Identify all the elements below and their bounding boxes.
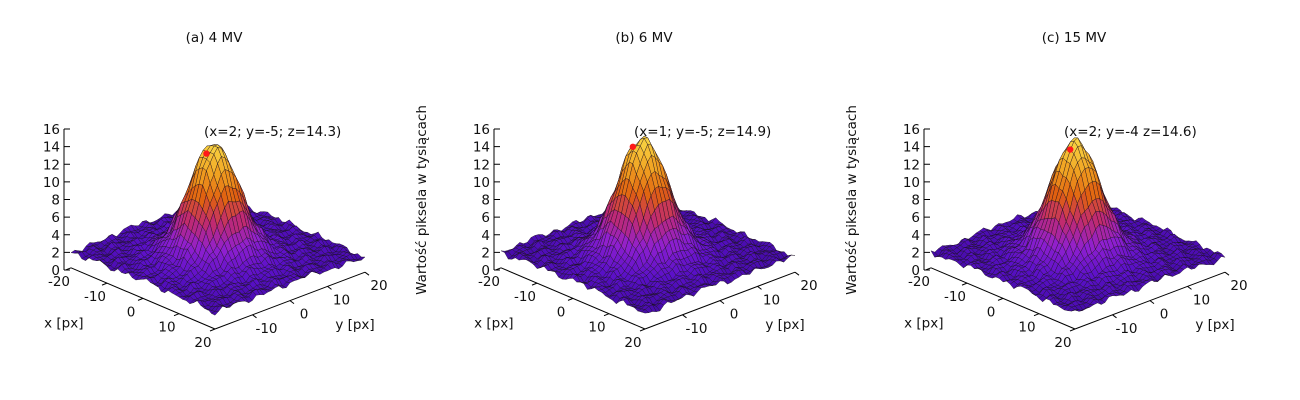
z-tick-label: 2 <box>51 245 60 261</box>
y-axis-label: y [px] <box>765 317 804 333</box>
z-tick-label: 4 <box>481 228 490 244</box>
z-tick-label: 4 <box>911 228 920 244</box>
peak-annotation: (x=2; y=-5; z=14.3) <box>204 124 341 140</box>
x-tick-label: 10 <box>588 320 605 336</box>
z-tick-label: 8 <box>51 193 60 209</box>
x-tick-label: 10 <box>158 320 175 336</box>
z-tick-label: 0 <box>481 263 490 279</box>
peak-marker <box>1067 146 1074 153</box>
z-tick-label: 12 <box>43 157 60 173</box>
z-tick-label: 0 <box>911 263 920 279</box>
z-tick-label: 6 <box>51 210 60 226</box>
z-tick-label: 0 <box>51 263 60 279</box>
z-tick-label: 16 <box>473 122 490 138</box>
x-tick-label: -20 <box>478 274 500 290</box>
y-tick-label: -10 <box>685 321 707 337</box>
z-tick-label: 4 <box>51 228 60 244</box>
z-tick-label: 10 <box>903 175 920 191</box>
z-tick-label: 14 <box>903 140 920 156</box>
z-tick-label: 2 <box>481 245 490 261</box>
z-tick-label: 6 <box>911 210 920 226</box>
y-tick-label: 10 <box>333 292 350 308</box>
z-tick-label: 14 <box>43 140 60 156</box>
plot-title: (c) 15 MV <box>1042 30 1107 46</box>
x-tick-label: -10 <box>514 289 536 305</box>
x-tick-label: 10 <box>1018 320 1035 336</box>
y-tick-label: 10 <box>1193 292 1210 308</box>
z-tick-label: 10 <box>473 175 490 191</box>
x-tick-label: 20 <box>1054 335 1071 351</box>
x-tick-label: 0 <box>127 304 136 320</box>
peak-marker <box>203 150 210 157</box>
x-tick-label: 0 <box>557 304 566 320</box>
z-tick-label: 12 <box>903 157 920 173</box>
x-tick-label: -20 <box>908 274 930 290</box>
surface-plot-b: 0 2 4 6 8 10 12 14 16 -20 -10 0 10 20 x [px] -10 0 10 20 y … <box>414 0 860 400</box>
x-tick-label: 0 <box>987 304 996 320</box>
surface-mesh <box>930 137 1226 312</box>
x-axis-label: x [px] <box>474 315 513 331</box>
z-tick-label: 10 <box>43 175 60 191</box>
surface-mesh <box>500 135 796 314</box>
z-tick-label: 2 <box>911 245 920 261</box>
plot-title: (a) 4 MV <box>186 30 244 46</box>
y-tick-label: -10 <box>255 321 277 337</box>
x-axis-label: x [px] <box>44 315 83 331</box>
peak-annotation: (x=2; y=-4 z=14.6) <box>1064 124 1197 140</box>
peak-marker <box>629 143 637 150</box>
surface-plot-c: 0 2 4 6 8 10 12 14 16 -20 -10 0 10 20 x [px] -10 0 10 20 y … <box>844 0 1290 400</box>
y-tick-label: 0 <box>730 307 739 323</box>
x-tick-label: -10 <box>944 289 966 305</box>
y-tick-label: 0 <box>1160 307 1169 323</box>
plot-title: (b) 6 MV <box>615 30 673 46</box>
z-tick-label: 6 <box>481 210 490 226</box>
z-tick-label: 8 <box>481 193 490 209</box>
peak-annotation: (x=1; y=-5; z=14.9) <box>634 124 771 140</box>
surface-plot-a: 0 2 4 6 8 10 12 14 16 -20 -10 0 10 20 x [px] -10 0 10 20 y … <box>0 0 430 400</box>
y-tick-label: 20 <box>370 278 387 294</box>
surface-mesh <box>70 144 366 316</box>
z-axis-label: Wartość piksela w tysiącach <box>414 105 430 295</box>
z-tick-label: 8 <box>911 193 920 209</box>
z-tick-label: 12 <box>473 157 490 173</box>
y-tick-label: 20 <box>800 278 817 294</box>
x-tick-label: -20 <box>48 274 70 290</box>
y-tick-label: 20 <box>1230 278 1247 294</box>
y-axis-label: y [px] <box>1195 317 1234 333</box>
x-axis-label: x [px] <box>904 315 943 331</box>
z-tick-label: 14 <box>473 140 490 156</box>
z-tick-label: 16 <box>903 122 920 138</box>
y-tick-label: 0 <box>300 307 309 323</box>
z-tick-label: 16 <box>43 122 60 138</box>
x-tick-label: 20 <box>624 335 641 351</box>
y-axis-label: y [px] <box>335 317 374 333</box>
x-tick-label: 20 <box>194 335 211 351</box>
y-tick-label: 10 <box>763 292 780 308</box>
y-tick-label: -10 <box>1115 321 1137 337</box>
x-tick-label: -10 <box>84 289 106 305</box>
z-axis-label: Wartość piksela w tysiącach <box>844 105 860 295</box>
